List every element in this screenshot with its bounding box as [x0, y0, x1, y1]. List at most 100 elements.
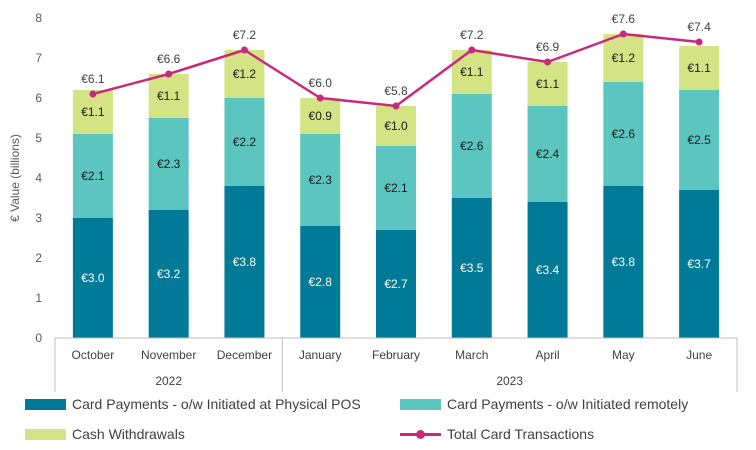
y-tick-label: 1	[35, 291, 42, 305]
segment-data-label: €3.8	[233, 255, 257, 269]
legend-item-remote: Card Payments - o/w Initiated remotely	[400, 396, 688, 412]
bar-segment	[148, 210, 189, 338]
total-data-label: €7.2	[233, 28, 257, 42]
total-data-label: €6.9	[536, 40, 560, 54]
segment-data-label: €2.3	[157, 157, 181, 171]
x-category-label: November	[141, 348, 196, 362]
y-tick-label: 6	[35, 91, 42, 105]
x-category-label: April	[536, 348, 560, 362]
segment-data-label: €1.2	[233, 67, 257, 81]
segment-data-label: €2.4	[536, 147, 560, 161]
x-group-label: 2023	[496, 374, 523, 388]
bar-segment	[376, 106, 416, 146]
legend-label-remote: Card Payments - o/w Initiated remotely	[447, 396, 689, 412]
y-tick-label: 8	[35, 11, 42, 25]
segment-data-label: €1.1	[81, 105, 105, 119]
segment-data-label: €3.4	[536, 263, 560, 277]
total-point	[240, 46, 248, 54]
bar-segment	[679, 90, 720, 190]
bar-segment	[527, 62, 568, 106]
bar-segment	[300, 98, 341, 134]
bar-segment	[376, 230, 416, 338]
x-category-label: February	[372, 348, 420, 362]
x-axis: October November December January February Ma…	[54, 337, 738, 392]
segment-data-label: €3.5	[460, 261, 484, 275]
bar-segment	[72, 218, 113, 338]
total-point	[468, 46, 476, 54]
bar-segment	[527, 106, 568, 202]
total-data-label: €7.4	[687, 20, 711, 34]
total-data-label: €6.1	[81, 72, 105, 86]
bar-segment	[603, 34, 644, 82]
bar-segment	[451, 198, 492, 338]
bar-segment	[603, 82, 644, 186]
segment-data-label: €1.2	[612, 51, 636, 65]
y-tick-label: 7	[35, 51, 42, 65]
total-point	[619, 30, 627, 38]
total-point	[695, 38, 703, 46]
total-data-label: €6.6	[157, 52, 181, 66]
bar-segment	[679, 190, 720, 338]
total-point	[544, 58, 552, 66]
segment-data-label: €2.1	[81, 169, 105, 183]
bar-segment	[72, 134, 113, 218]
bar-segment	[679, 46, 720, 90]
segment-data-label: €2.1	[384, 181, 408, 195]
segment-data-label: €3.8	[612, 255, 636, 269]
y-axis-title: € Value (billions)	[8, 134, 22, 222]
legend-swatch-remote	[400, 398, 441, 410]
segment-data-label: €1.1	[687, 61, 711, 75]
bar-segment	[148, 74, 189, 118]
legend-label-physical-pos: Card Payments - o/w Initiated at Physica…	[72, 396, 361, 412]
segment-data-label: €2.6	[612, 127, 636, 141]
segment-labels: €3.0 €2.1 €1.1 €3.2 €2.3 €1.1 €3.8 €2.2 €1.2 €2.8…	[81, 51, 711, 291]
legend-label-cash: Cash Withdrawals	[72, 426, 185, 442]
segment-data-label: €1.0	[384, 119, 408, 133]
segment-data-label: €2.2	[233, 135, 257, 149]
total-line: €6.1 €6.6 €7.2 €6.0 €5.8 €7.2 €6.9 €7.6 €7.4	[81, 12, 711, 110]
total-point	[392, 102, 400, 110]
bar-segment	[300, 226, 341, 338]
y-tick-label: 2	[35, 251, 42, 265]
legend-swatch-cash	[25, 428, 66, 440]
bar-segment	[603, 186, 644, 338]
legend-item-physical-pos: Card Payments - o/w Initiated at Physica…	[25, 396, 361, 412]
x-group-label: 2022	[155, 374, 182, 388]
legend-swatch-physical-pos	[25, 398, 66, 410]
bar-segment	[451, 94, 492, 198]
x-category-label: December	[217, 348, 272, 362]
segment-data-label: €3.0	[81, 271, 105, 285]
legend-item-cash: Cash Withdrawals	[25, 426, 185, 442]
legend: Card Payments - o/w Initiated at Physica…	[0, 392, 756, 450]
x-category-label: May	[612, 348, 635, 362]
y-axis-ticks: 0 1 2 3 4 5 6 7 8	[35, 11, 42, 345]
total-data-label: €7.6	[612, 12, 636, 26]
bar-segment	[451, 50, 492, 94]
y-tick-label: 4	[35, 171, 42, 185]
bar-segment	[224, 186, 265, 338]
segment-data-label: €2.8	[309, 275, 333, 289]
segment-data-label: €0.9	[309, 109, 333, 123]
segment-data-label: €3.7	[687, 257, 711, 271]
total-data-label: €5.8	[384, 84, 408, 98]
x-category-label: January	[299, 348, 342, 362]
y-tick-label: 5	[35, 131, 42, 145]
total-data-label: €7.2	[460, 28, 484, 42]
x-category-label: October	[72, 348, 115, 362]
legend-swatch-total	[400, 429, 441, 440]
legend-item-total: Total Card Transactions	[400, 426, 594, 442]
legend-label-total: Total Card Transactions	[447, 426, 595, 442]
bar-segment	[300, 134, 341, 226]
x-category-label: March	[455, 348, 488, 362]
total-data-label: €6.0	[309, 76, 333, 90]
bar-segment	[527, 202, 568, 338]
bar-segment	[224, 98, 265, 186]
total-point	[165, 70, 173, 78]
bar-segment	[148, 118, 189, 210]
total-point	[316, 94, 324, 102]
bar-segment	[376, 146, 416, 230]
segment-data-label: €1.1	[536, 77, 560, 91]
segment-data-label: €1.1	[460, 65, 484, 79]
segment-data-label: €2.3	[309, 173, 333, 187]
